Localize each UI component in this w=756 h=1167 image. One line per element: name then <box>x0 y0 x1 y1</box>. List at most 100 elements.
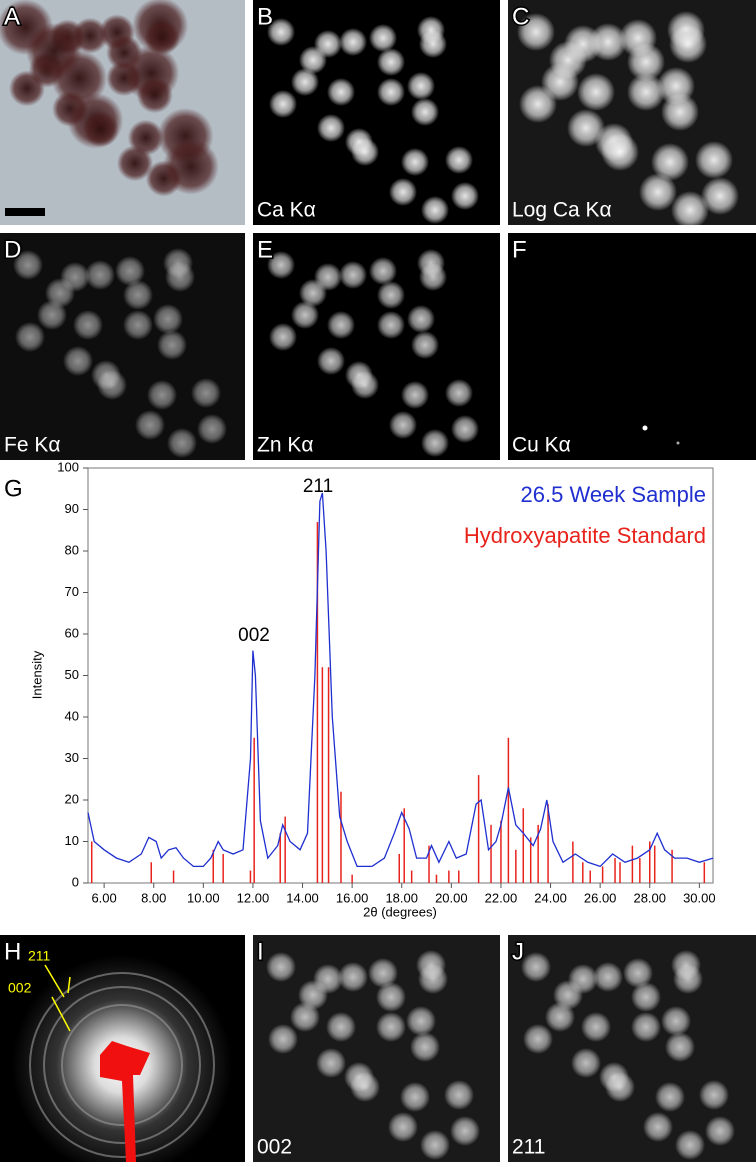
panel-caption: 211 <box>512 1136 545 1159</box>
blob <box>605 1072 635 1102</box>
x-tick-label: 10.00 <box>187 890 220 905</box>
blob <box>419 263 447 291</box>
blob <box>651 143 689 181</box>
blob <box>377 48 405 76</box>
blob <box>339 261 367 289</box>
blob <box>45 278 75 308</box>
blob <box>623 958 653 988</box>
blob <box>123 310 153 340</box>
panel-label: E <box>257 236 273 263</box>
blob <box>389 178 417 206</box>
panel-caption: Ca Kα <box>257 199 316 222</box>
blob <box>671 191 709 229</box>
blob <box>445 379 473 407</box>
image-panel: D Fe Kα <box>0 233 245 460</box>
blob <box>451 415 479 443</box>
blob <box>15 322 45 352</box>
diffraction-label: 002 <box>8 980 32 996</box>
panel-label: I <box>257 938 264 965</box>
arrow <box>51 996 71 1032</box>
panel-label: H <box>4 938 21 965</box>
spot <box>676 441 680 445</box>
blob <box>519 85 557 123</box>
legend-entry: Hydroxyapatite Standard <box>464 523 706 548</box>
blob <box>407 305 435 333</box>
scale-bar <box>5 208 45 216</box>
blob <box>26 23 82 79</box>
blob <box>675 1130 705 1160</box>
blob <box>135 410 165 440</box>
blob <box>351 371 379 399</box>
blob <box>97 370 127 400</box>
blob <box>421 196 449 224</box>
blob <box>523 1024 553 1054</box>
blob <box>419 30 447 58</box>
panel-label: J <box>512 938 524 965</box>
blob <box>631 982 661 1012</box>
blob <box>117 145 153 182</box>
blob <box>411 331 439 359</box>
saed-ring <box>61 1004 183 1126</box>
blob <box>695 141 733 179</box>
y-tick-label: 0 <box>72 874 79 889</box>
blob <box>326 1012 356 1042</box>
x-tick-label: 12.00 <box>237 890 270 905</box>
blob <box>577 73 615 111</box>
beam-stop <box>100 1041 150 1162</box>
image-panel: J 211 <box>508 935 756 1162</box>
blob <box>421 429 449 457</box>
blob <box>369 24 397 52</box>
y-tick-label: 90 <box>65 501 79 516</box>
panel-caption: Cu Kα <box>512 434 571 457</box>
blob <box>368 958 398 988</box>
panel-label: B <box>257 3 273 30</box>
blob <box>631 1012 661 1042</box>
blob <box>411 98 439 126</box>
y-tick-label: 10 <box>65 833 79 848</box>
blob <box>376 982 406 1012</box>
blob <box>661 1006 691 1036</box>
y-tick-label: 100 <box>57 459 79 474</box>
chart: Intensity 2θ (degrees) 002 211 0 10 20 30 40… <box>29 459 715 919</box>
y-tick-label: 20 <box>65 791 79 806</box>
blob <box>643 1112 673 1142</box>
blob <box>669 25 707 63</box>
blob <box>339 28 367 56</box>
blob <box>153 304 183 334</box>
y-tick-label: 40 <box>65 708 79 723</box>
blob <box>269 323 297 351</box>
x-tick-label: 18.00 <box>385 890 418 905</box>
y-tick-label: 60 <box>65 625 79 640</box>
blob <box>377 281 405 309</box>
x-tick-label: 16.00 <box>336 890 369 905</box>
blob <box>115 256 145 286</box>
series-line <box>87 492 714 868</box>
image-panel: E Zn Kα <box>253 233 500 460</box>
panel-caption: Zn Kα <box>257 434 314 457</box>
blob <box>267 18 295 46</box>
saed-ring <box>43 986 201 1144</box>
blob <box>299 46 327 74</box>
blob <box>377 78 405 106</box>
blob <box>400 1082 430 1112</box>
blob <box>317 347 345 375</box>
blob <box>13 250 43 280</box>
arrow <box>44 964 71 998</box>
blob <box>549 41 587 79</box>
blob <box>85 260 115 290</box>
blob <box>106 34 143 71</box>
image-panel: I 002 <box>253 935 500 1162</box>
blob <box>627 73 665 111</box>
legend-entry: 26.5 Week Sample <box>521 482 706 507</box>
blob <box>389 411 417 439</box>
blob <box>136 77 173 114</box>
blob <box>123 280 153 310</box>
blob <box>444 1080 474 1110</box>
image-panel: C Log Ca Kα <box>508 0 756 229</box>
blob <box>445 146 473 174</box>
panel-caption: Log Ca Kα <box>512 199 612 222</box>
blob <box>450 1116 480 1146</box>
blob <box>338 962 368 992</box>
panel-label: D <box>4 236 21 263</box>
